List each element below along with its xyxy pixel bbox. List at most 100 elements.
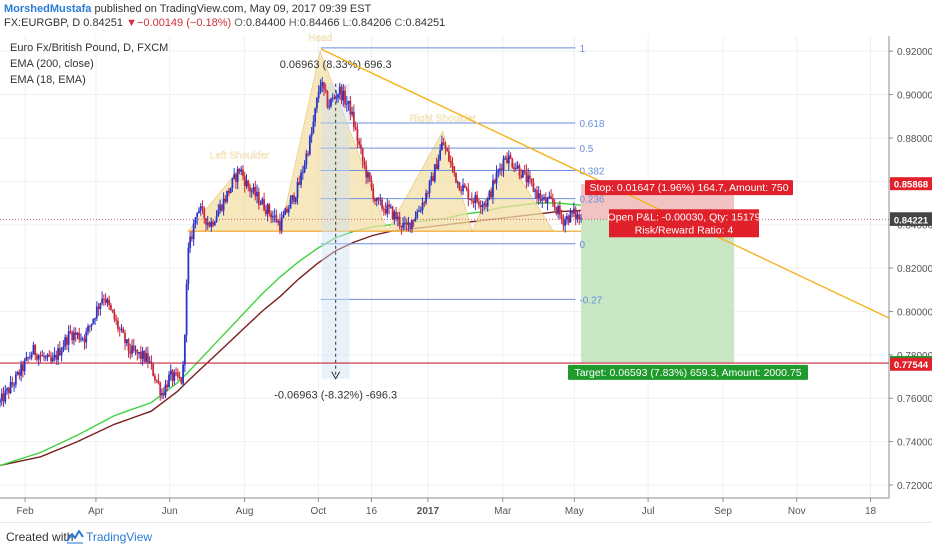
candle-body bbox=[161, 393, 163, 395]
candle-body bbox=[389, 206, 392, 208]
candle-body bbox=[543, 197, 545, 200]
candle-body bbox=[541, 199, 544, 201]
candle-body bbox=[486, 198, 489, 207]
candle-body bbox=[80, 338, 82, 340]
candle-body bbox=[455, 172, 457, 183]
candle-body bbox=[537, 193, 540, 199]
candle-body bbox=[446, 148, 449, 152]
candle-body bbox=[293, 195, 295, 202]
candle-body bbox=[120, 328, 123, 330]
candle-body bbox=[286, 208, 288, 213]
close-label: C: bbox=[394, 17, 406, 29]
candle-body bbox=[578, 214, 581, 220]
time-tick-label: Jun bbox=[162, 506, 178, 517]
candle-body bbox=[400, 225, 403, 228]
price-change: −0.00149 (−0.18%) bbox=[136, 17, 232, 29]
author-link[interactable]: MorshedMustafa bbox=[4, 3, 92, 15]
candle-body bbox=[213, 222, 216, 226]
last-price: 0.84251 bbox=[83, 17, 124, 29]
candle-body bbox=[275, 215, 278, 223]
candle-body bbox=[180, 377, 183, 384]
legend-ema200[interactable]: EMA (200, close) bbox=[10, 58, 94, 70]
candle-body bbox=[365, 165, 368, 178]
candle-body bbox=[532, 182, 535, 192]
price-tick-label: 0.80000 bbox=[897, 307, 932, 318]
candle-body bbox=[546, 198, 549, 203]
price-tick-label: 0.90000 bbox=[897, 91, 932, 102]
candle-body bbox=[60, 350, 63, 356]
tradingview-brand[interactable]: TradingView bbox=[86, 530, 153, 544]
candle-body bbox=[48, 354, 51, 357]
candle-body bbox=[145, 353, 148, 362]
candle-body bbox=[2, 393, 5, 402]
candle-body bbox=[9, 382, 12, 394]
publish-line: MorshedMustafa published on TradingView.… bbox=[4, 3, 371, 15]
candle-body bbox=[544, 197, 547, 203]
candle-body bbox=[205, 218, 207, 225]
candle-body bbox=[514, 167, 517, 170]
ohlc-line: FX:EURGBP, D 0.84251 ▼−0.00149 (−0.18%) … bbox=[4, 17, 445, 29]
fib-level-label: 0.236 bbox=[579, 195, 604, 206]
candle-body bbox=[124, 333, 126, 344]
candle-body bbox=[404, 222, 406, 224]
stop-label-bg bbox=[585, 180, 793, 196]
candle-body bbox=[69, 331, 72, 333]
candle-body bbox=[481, 204, 484, 208]
price-tick-label: 0.76000 bbox=[897, 394, 932, 405]
price-tick-label: 0.82000 bbox=[897, 264, 932, 275]
candle-body bbox=[571, 211, 574, 214]
candle-body bbox=[131, 345, 133, 354]
candle-body bbox=[189, 236, 192, 248]
fib-level-label: -0.27 bbox=[579, 295, 602, 306]
candle-body bbox=[166, 384, 169, 388]
price-chart[interactable]: Left Shoulder Head Right Shoulder 1 0.618 0.… bbox=[0, 32, 932, 522]
candle-body bbox=[569, 211, 572, 223]
candle-body bbox=[562, 218, 565, 226]
candle-body bbox=[477, 201, 480, 206]
candle-body bbox=[252, 187, 255, 192]
candle-body bbox=[125, 339, 128, 344]
candle-body bbox=[18, 372, 21, 376]
candle-body bbox=[261, 199, 264, 205]
candle-body bbox=[44, 357, 47, 359]
candle-body bbox=[106, 299, 109, 303]
candle-body bbox=[439, 150, 442, 160]
price-scale-badge-label: 0.85868 bbox=[894, 180, 928, 191]
candle-body bbox=[442, 142, 445, 146]
candle-body bbox=[122, 328, 125, 334]
candle-body bbox=[485, 203, 487, 207]
pattern-label: Head bbox=[308, 33, 332, 44]
candle-body bbox=[388, 204, 390, 208]
candle-body bbox=[36, 355, 38, 360]
candle-body bbox=[345, 103, 348, 105]
price-tick-label: 0.84000 bbox=[897, 221, 932, 232]
candle-body bbox=[29, 357, 31, 359]
candle-body bbox=[437, 159, 440, 170]
high-value: 0.84466 bbox=[299, 17, 340, 29]
candle-body bbox=[423, 202, 426, 204]
candle-body bbox=[266, 204, 269, 215]
created-with-text: Created with bbox=[6, 530, 74, 544]
candle-body bbox=[529, 175, 531, 179]
candle-body bbox=[493, 180, 496, 184]
candle-body bbox=[382, 208, 385, 210]
candle-body bbox=[298, 182, 301, 185]
candle-body bbox=[249, 187, 251, 192]
candle-body bbox=[215, 216, 218, 223]
price-scale-badge bbox=[890, 212, 932, 226]
candle-body bbox=[342, 90, 345, 101]
target-zone bbox=[580, 219, 735, 363]
candle-body bbox=[85, 331, 88, 343]
candle-body bbox=[81, 338, 84, 340]
symbol-label: FX:EURGBP, D bbox=[4, 17, 84, 29]
tradingview-logo-icon[interactable] bbox=[66, 528, 84, 544]
open-pnl-bg bbox=[609, 209, 759, 238]
candle-body bbox=[245, 180, 248, 187]
candle-body bbox=[155, 379, 158, 381]
candle-body bbox=[367, 172, 369, 178]
candle-body bbox=[227, 190, 230, 194]
candle-body bbox=[20, 364, 23, 376]
candle-body bbox=[441, 142, 443, 151]
low-label: L: bbox=[342, 17, 352, 29]
legend-ema18[interactable]: EMA (18, EMA) bbox=[10, 74, 86, 86]
